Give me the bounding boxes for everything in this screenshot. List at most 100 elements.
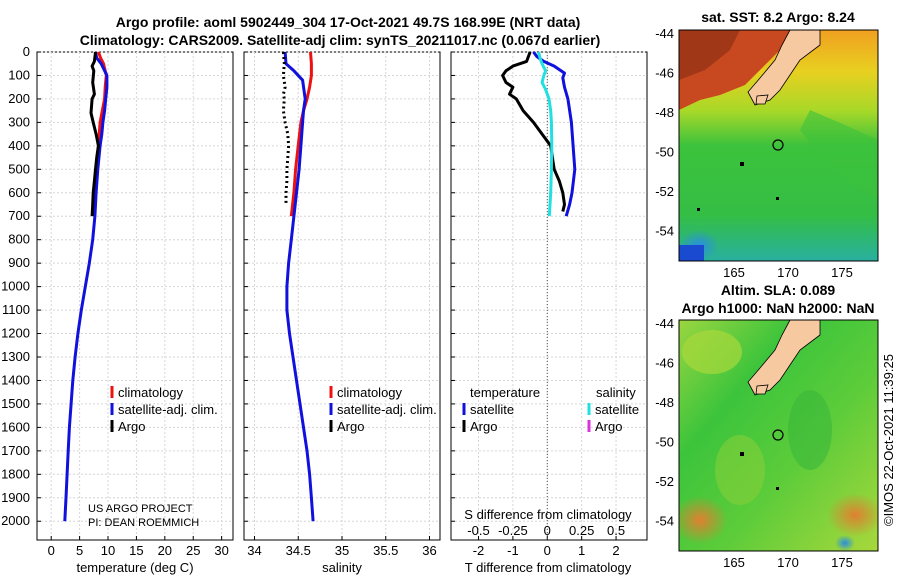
map-lat-tick: -54 [655, 224, 674, 239]
map-lon-tick: 165 [723, 555, 745, 570]
depth-tick-label: 300 [8, 114, 30, 129]
x-tick-label: 25 [186, 543, 200, 558]
legend-temp-argo: Argo [470, 419, 497, 434]
x-tick-label: 5 [76, 543, 83, 558]
x-tick-label: 30 [214, 543, 228, 558]
depth-tick-label: 600 [8, 185, 30, 200]
temperature-difference-xlabel: T difference from climatology [465, 560, 632, 575]
salinity-difference-label: S difference from climatology [464, 507, 632, 522]
map-lon-tick: 170 [777, 265, 799, 280]
series-line-salinity-satellite [537, 51, 554, 217]
legend-salinity-heading: salinity [596, 385, 636, 400]
map-lat-tick: -50 [655, 145, 674, 160]
legend-satellite: satellite-adj. clim. [118, 402, 218, 417]
depth-axis: 0 100 200 300 400 500 600 700 800 900 1000 1100 1200… [1, 44, 30, 528]
map-lat-tick: -52 [655, 184, 674, 199]
map-lat-tick: -48 [655, 395, 674, 410]
depth-tick-label: 400 [8, 138, 30, 153]
project-label: US ARGO PROJECT [88, 503, 193, 515]
legend-sal-argo: Argo [595, 419, 622, 434]
legend-satellite: satellite-adj. clim. [337, 402, 437, 417]
salinity-xlabel: salinity [322, 560, 362, 575]
sla-map-title: Altim. SLA: 0.089 [721, 282, 836, 298]
salinity-tick-label: 0 [544, 523, 551, 538]
salinity-panel: 34 34.5 35 35.5 36 salinity climatology sate… [243, 51, 441, 575]
difference-panel: -2 -1 0 1 2 -0.5 -0.25 0 0.25 0.5 T difference f… [450, 51, 648, 575]
x-tick-label: 10 [101, 543, 115, 558]
depth-tick-label: 1600 [1, 419, 30, 434]
series-line-temperature-argo [501, 51, 566, 212]
map-lat-tick: -44 [655, 26, 674, 41]
temperature-xlabel: temperature (deg C) [76, 560, 193, 575]
depth-tick-label: 2000 [1, 513, 30, 528]
legend-argo: Argo [337, 419, 364, 434]
sst-map: sat. SST: 8.2 Argo: 8.24 -44 -46 -48 -50 -52… [655, 9, 879, 280]
depth-tick-label: 800 [8, 232, 30, 247]
series-line-argo [89, 51, 100, 217]
series-line-temperature-satellite [532, 51, 577, 217]
x-tick-label: -2 [473, 543, 485, 558]
map-lon-tick: 165 [723, 265, 745, 280]
sst-map-title: sat. SST: 8.2 Argo: 8.24 [701, 9, 855, 25]
map-lat-tick: -52 [655, 474, 674, 489]
legend-climatology: climatology [337, 385, 403, 400]
legend-temp-satellite: satellite [470, 402, 514, 417]
depth-tick-label: 1200 [1, 326, 30, 341]
south-island-land [747, 30, 821, 106]
x-tick-label: 15 [129, 543, 143, 558]
temperature-legend: climatology satellite-adj. clim. Argo [110, 385, 218, 434]
depth-tick-label: 1400 [1, 372, 30, 387]
depth-tick-label: 100 [8, 67, 30, 82]
map-lon-tick: 175 [831, 555, 853, 570]
map-lat-tick: -48 [655, 105, 674, 120]
salinity-tick-label: 0.25 [569, 523, 594, 538]
x-tick-label: 34.5 [286, 543, 311, 558]
x-tick-label: 35 [335, 543, 349, 558]
depth-tick-label: 1000 [1, 279, 30, 294]
map-lat-tick: -46 [655, 356, 674, 371]
chart-title-line1: Argo profile: aoml 5902449_304 17-Oct-20… [116, 14, 581, 30]
chart-title-line2: Climatology: CARS2009. Satellite-adj cli… [80, 32, 601, 48]
argo-location-marker [772, 139, 784, 151]
depth-tick-label: 1800 [1, 466, 30, 481]
depth-tick-label: 1100 [2, 302, 30, 317]
map-lon-tick: 175 [831, 265, 853, 280]
x-tick-label: 34 [247, 543, 261, 558]
temperature-panel: 0 5 10 15 20 25 30 temperature (deg C) climato… [36, 51, 234, 575]
south-island-land [747, 320, 821, 396]
difference-legend: temperature satellite Argo salinity sate… [462, 385, 639, 434]
depth-tick-label: 1500 [1, 396, 30, 411]
x-tick-label: 36 [422, 543, 436, 558]
argo-location-marker [772, 429, 784, 441]
pi-label: PI: DEAN ROEMMICH [88, 517, 199, 529]
salinity-tick-label: -0.5 [467, 523, 489, 538]
map-lat-tick: -54 [655, 514, 674, 529]
depth-tick-label: 500 [8, 161, 30, 176]
legend-sal-satellite: satellite [595, 402, 639, 417]
legend-temperature-heading: temperature [470, 385, 540, 400]
legend-climatology: climatology [118, 385, 184, 400]
x-tick-label: 35.5 [373, 543, 398, 558]
map-lon-tick: 170 [777, 555, 799, 570]
depth-tick-label: 700 [8, 208, 30, 223]
x-tick-label: 2 [612, 543, 619, 558]
x-tick-label: 0 [544, 543, 551, 558]
salinity-tick-label: -0.25 [498, 523, 528, 538]
salinity-tick-label: 0.5 [607, 523, 625, 538]
depth-tick-label: 1900 [1, 490, 30, 505]
x-tick-label: -1 [507, 543, 519, 558]
depth-tick-label: 1300 [1, 349, 30, 364]
sla-map-subtitle: Argo h1000: NaN h2000: NaN [682, 300, 875, 316]
x-tick-label: 1 [578, 543, 585, 558]
map-lat-tick: -50 [655, 435, 674, 450]
map-lat-tick: -44 [655, 316, 674, 331]
depth-tick-label: 1700 [1, 443, 30, 458]
sla-map: Altim. SLA: 0.089 Argo h1000: NaN h2000:… [655, 282, 879, 570]
x-tick-label: 0 [48, 543, 55, 558]
copyright-label: ©IMOS 22-Oct-2021 11:39:25 [881, 354, 896, 526]
series-line-satellite-adj-clim- [283, 51, 315, 522]
legend-argo: Argo [118, 419, 145, 434]
depth-tick-label: 200 [8, 91, 30, 106]
depth-tick-label: 0 [23, 44, 30, 59]
